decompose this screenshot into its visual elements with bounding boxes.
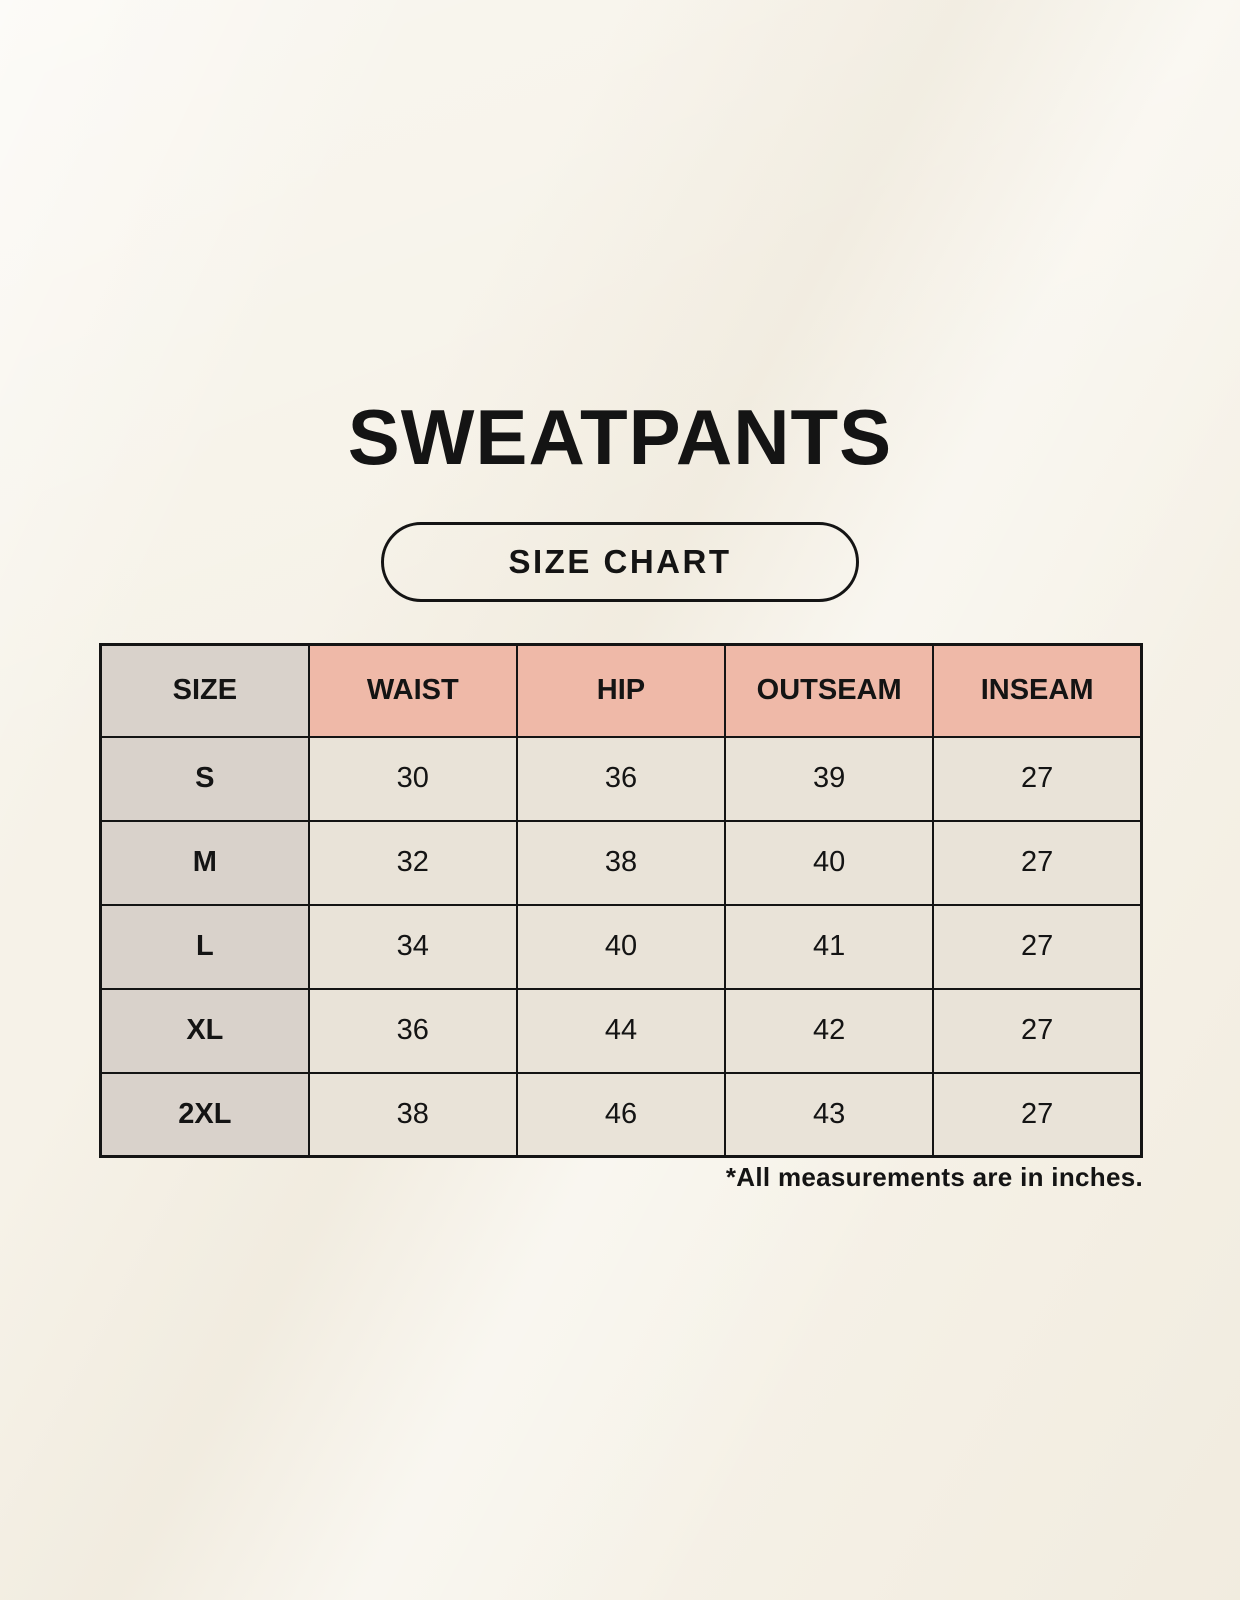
column-header-outseam: OUTSEAM bbox=[724, 643, 935, 738]
cell-m-hip: 38 bbox=[515, 819, 727, 906]
table-row-s: S 30 36 39 27 bbox=[99, 735, 1143, 822]
size-chart-badge: SIZE CHART bbox=[381, 522, 859, 602]
cell-l-hip: 40 bbox=[515, 903, 727, 990]
cell-xl-inseam: 27 bbox=[932, 987, 1143, 1074]
cell-m-inseam: 27 bbox=[932, 819, 1143, 906]
cell-2xl-hip: 46 bbox=[515, 1071, 727, 1158]
cell-xl-waist: 36 bbox=[307, 987, 518, 1074]
cell-xl-outseam: 42 bbox=[724, 987, 935, 1074]
row-label-2xl: 2XL bbox=[99, 1071, 310, 1158]
row-label-xl: XL bbox=[99, 987, 310, 1074]
cell-m-waist: 32 bbox=[307, 819, 518, 906]
cell-m-outseam: 40 bbox=[724, 819, 935, 906]
cell-xl-hip: 44 bbox=[515, 987, 727, 1074]
size-chart-badge-label: SIZE CHART bbox=[508, 543, 732, 580]
size-chart-table: SIZE WAIST HIP OUTSEAM INSEAM S 30 36 39… bbox=[99, 643, 1143, 1158]
cell-s-hip: 36 bbox=[515, 735, 727, 822]
row-label-m: M bbox=[99, 819, 310, 906]
cell-l-outseam: 41 bbox=[724, 903, 935, 990]
cell-l-inseam: 27 bbox=[932, 903, 1143, 990]
table-row-l: L 34 40 41 27 bbox=[99, 903, 1143, 990]
column-header-inseam: INSEAM bbox=[932, 643, 1143, 738]
footnote: *All measurements are in inches. bbox=[725, 1162, 1143, 1192]
row-label-s: S bbox=[99, 735, 310, 822]
table-row-2xl: 2XL 38 46 43 27 bbox=[99, 1071, 1143, 1158]
column-header-size: SIZE bbox=[99, 643, 310, 738]
column-header-waist: WAIST bbox=[307, 643, 518, 738]
cell-s-outseam: 39 bbox=[724, 735, 935, 822]
page-title: SWEATPANTS bbox=[347, 393, 893, 481]
header-row: SIZE WAIST HIP OUTSEAM INSEAM bbox=[99, 643, 1143, 738]
cell-s-inseam: 27 bbox=[932, 735, 1143, 822]
cell-2xl-outseam: 43 bbox=[724, 1071, 935, 1158]
table-row-m: M 32 38 40 27 bbox=[99, 819, 1143, 906]
row-label-l: L bbox=[99, 903, 310, 990]
table-row-xl: XL 36 44 42 27 bbox=[99, 987, 1143, 1074]
column-header-hip: HIP bbox=[515, 643, 727, 738]
cell-l-waist: 34 bbox=[307, 903, 518, 990]
cell-s-waist: 30 bbox=[307, 735, 518, 822]
cell-2xl-waist: 38 bbox=[307, 1071, 518, 1158]
cell-2xl-inseam: 27 bbox=[932, 1071, 1143, 1158]
